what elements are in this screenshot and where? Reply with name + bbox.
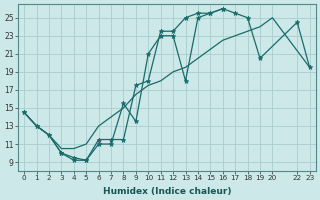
X-axis label: Humidex (Indice chaleur): Humidex (Indice chaleur) xyxy=(103,187,231,196)
